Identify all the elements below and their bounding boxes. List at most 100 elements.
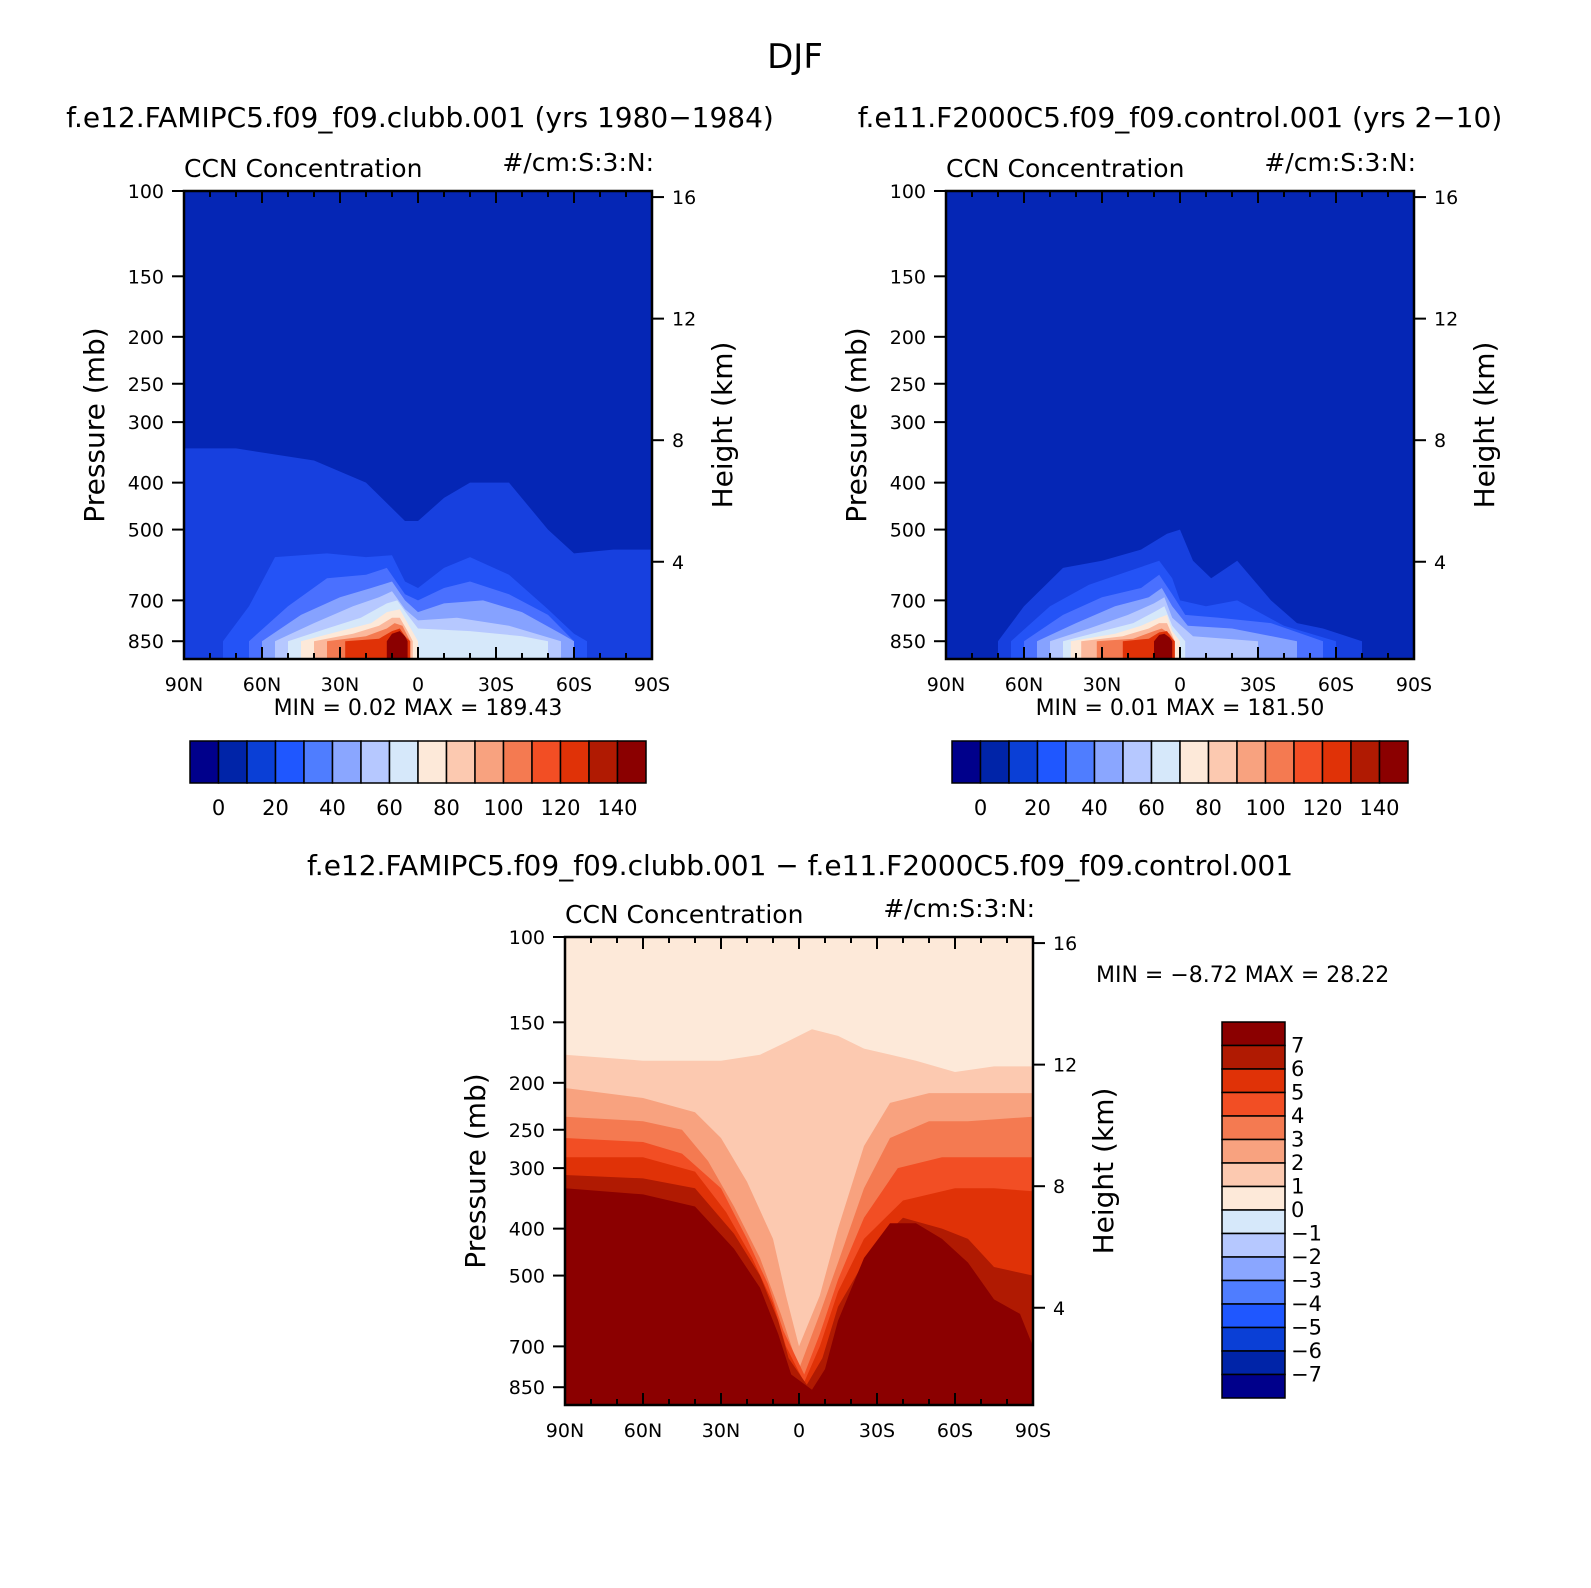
colorbar-box <box>1378 740 1409 784</box>
min-max-text: MIN = 0.02 MAX = 189.43 <box>274 696 563 721</box>
x-tick-label: 0 <box>412 674 424 696</box>
colorbar-box <box>1221 1350 1286 1376</box>
colorbar-box <box>1065 740 1096 784</box>
colorbar-label: −2 <box>1291 1245 1322 1269</box>
colorbar-label: 60 <box>1138 796 1165 820</box>
colorbar-label: 140 <box>597 796 637 820</box>
colorbar-label: 20 <box>1024 796 1051 820</box>
x-tick-label: 30N <box>321 674 359 696</box>
y-tick-label: 500 <box>509 1266 545 1288</box>
x-tick-label: 90N <box>165 674 203 696</box>
x-tick-label: 90S <box>1015 1420 1051 1442</box>
colorbar-label: 0 <box>212 796 225 820</box>
colorbar-box <box>559 740 590 784</box>
colorbar-box <box>1221 1021 1286 1047</box>
x-tick-label: 60S <box>937 1420 973 1442</box>
colorbar-label: −3 <box>1291 1269 1322 1293</box>
y-right-tick-label: 16 <box>1434 187 1458 209</box>
colorbar-box <box>951 740 982 784</box>
colorbar-box <box>445 740 476 784</box>
y-right-tick-label: 8 <box>672 430 684 452</box>
subtitle-right: #/cm:S:3:N: <box>1264 148 1416 177</box>
y-right-tick-label: 8 <box>1434 430 1446 452</box>
x-tick-label: 90S <box>1396 674 1432 696</box>
y-tick-label: 850 <box>890 631 926 653</box>
colorbar-box <box>360 740 391 784</box>
subtitle-left: CCN Concentration <box>184 154 422 183</box>
subtitle-left: CCN Concentration <box>946 154 1184 183</box>
y-right-tick-label: 12 <box>1434 309 1458 331</box>
y-right-tick-label: 12 <box>1053 1055 1077 1077</box>
colorbar-label: 5 <box>1291 1081 1304 1105</box>
x-tick-label: 60S <box>556 674 592 696</box>
colorbar-label: 80 <box>433 796 460 820</box>
x-tick-label: 0 <box>793 1420 805 1442</box>
x-tick-label: 30N <box>702 1420 740 1442</box>
colorbar-label: 40 <box>319 796 346 820</box>
colorbar-label: 100 <box>1245 796 1285 820</box>
figure-title: DJF <box>767 37 823 77</box>
colorbar-label: 120 <box>540 796 580 820</box>
y-tick-label: 500 <box>128 520 164 542</box>
colorbar-label: 3 <box>1291 1128 1304 1152</box>
colorbar-box <box>1293 740 1324 784</box>
y-right-tick-label: 12 <box>672 309 696 331</box>
colorbar-box <box>1221 1162 1286 1188</box>
y-tick-label: 100 <box>890 181 926 203</box>
colorbar-box <box>1221 1185 1286 1211</box>
colorbar-box <box>1221 1138 1286 1164</box>
colorbar-box <box>1122 740 1153 784</box>
y-tick-label: 150 <box>128 266 164 288</box>
y-tick-label: 250 <box>890 374 926 396</box>
colorbar-box <box>1221 1326 1286 1352</box>
colorbar-label: 1 <box>1291 1175 1304 1199</box>
colorbar-box <box>1221 1115 1286 1141</box>
colorbar-label: −1 <box>1291 1222 1322 1246</box>
y-right-tick-label: 8 <box>1053 1176 1065 1198</box>
plot-area <box>565 937 1033 1405</box>
panels: f.e12.FAMIPC5.f09_f09.clubb.001 (yrs 198… <box>66 101 1502 1442</box>
x-tick-label: 60N <box>1005 674 1043 696</box>
colorbar-box <box>274 740 305 784</box>
y-tick-label: 700 <box>509 1336 545 1358</box>
y-tick-label: 300 <box>128 412 164 434</box>
y-tick-label: 700 <box>128 590 164 612</box>
y-right-tick-label: 16 <box>1053 933 1077 955</box>
colorbar-box <box>1350 740 1381 784</box>
colorbar-box <box>616 740 647 784</box>
y-tick-label: 850 <box>509 1377 545 1399</box>
colorbar-box <box>246 740 277 784</box>
subtitle-right: #/cm:S:3:N: <box>883 894 1035 923</box>
panel-case: f.e12.FAMIPC5.f09_f09.clubb.001 (yrs 198… <box>66 101 774 820</box>
colorbar-label: −7 <box>1291 1363 1322 1387</box>
x-tick-label: 60S <box>1318 674 1354 696</box>
y-tick-label: 200 <box>890 327 926 349</box>
colorbar-box <box>217 740 248 784</box>
colorbar-box <box>1221 1279 1286 1305</box>
colorbar-box <box>417 740 448 784</box>
y-tick-label: 300 <box>509 1158 545 1180</box>
plot-area <box>946 191 1414 659</box>
colorbar-box <box>1008 740 1039 784</box>
colorbar-label: −4 <box>1291 1292 1322 1316</box>
y-right-axis-title: Height (km) <box>1087 1088 1120 1255</box>
colorbar-box <box>1264 740 1295 784</box>
panel-difference: f.e12.FAMIPC5.f09_f09.clubb.001 − f.e11.… <box>307 849 1389 1442</box>
colorbar-box <box>1221 1068 1286 1094</box>
x-tick-label: 30S <box>1240 674 1276 696</box>
x-tick-label: 90N <box>927 674 965 696</box>
colorbar: 0 20 40 60 80 100 120 140 <box>189 740 647 820</box>
y-right-tick-label: 4 <box>672 552 684 574</box>
min-max-text: MIN = 0.01 MAX = 181.50 <box>1036 696 1325 721</box>
y-tick-label: 400 <box>890 473 926 495</box>
y-axis-title: Pressure (mb) <box>459 1073 492 1268</box>
colorbar-box <box>1150 740 1181 784</box>
colorbar-box <box>1221 1373 1286 1399</box>
colorbar-box <box>1207 740 1238 784</box>
colorbar-box <box>1321 740 1352 784</box>
colorbar-box <box>303 740 334 784</box>
colorbar-box <box>1221 1044 1286 1070</box>
contour-band-11 <box>386 631 408 659</box>
